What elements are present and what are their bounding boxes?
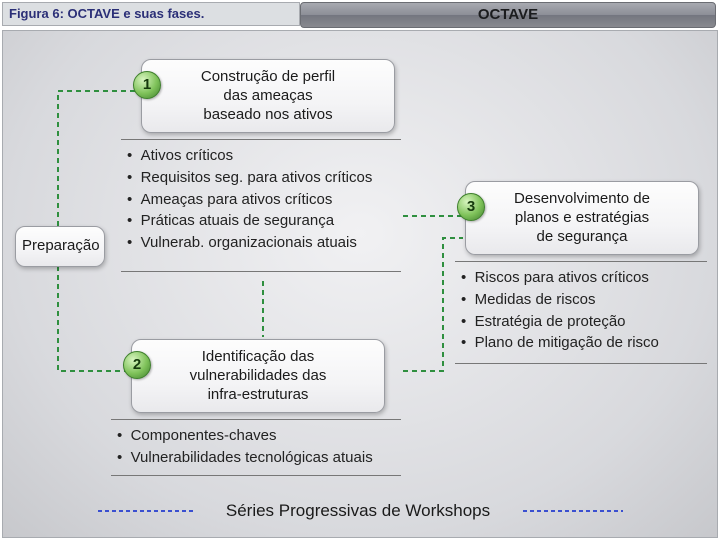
phase3-badge: 3	[457, 193, 485, 221]
bullet-item: Vulnerabilidades tecnológicas atuais	[117, 447, 415, 469]
bullet-item: Estratégia de proteção	[461, 311, 711, 333]
phase1-bullets: Ativos críticos Requisitos seg. para ati…	[125, 145, 417, 254]
phase1-divider	[121, 139, 401, 140]
phase3-line3: de segurança	[476, 228, 688, 247]
phase1-box: Construção de perfil das ameaças baseado…	[141, 59, 395, 133]
phase1-line1: Construção de perfil	[152, 68, 384, 87]
phase3-bullets: Riscos para ativos críticos Medidas de r…	[459, 267, 711, 354]
prep-box: Preparação	[15, 226, 105, 267]
figure-caption: Figura 6: OCTAVE e suas fases.	[2, 2, 300, 26]
bullet-item: Medidas de riscos	[461, 289, 711, 311]
phase3-line2: planos e estratégias	[476, 209, 688, 228]
diagram-canvas: Preparação Construção de perfil das amea…	[2, 30, 718, 538]
bullet-item: Ativos críticos	[127, 145, 417, 167]
phase2-bullets: Componentes-chaves Vulnerabilidades tecn…	[115, 425, 415, 469]
phase2-line1: Identificação das	[142, 348, 374, 367]
phase3-divider	[455, 261, 707, 262]
prep-label: Preparação	[22, 237, 100, 254]
phase2-line2: vulnerabilidades das	[142, 367, 374, 386]
phase1-line2: das ameaças	[152, 87, 384, 106]
phase1-divider-bottom	[121, 271, 401, 272]
phase2-line3: infra-estruturas	[142, 386, 374, 405]
bullet-item: Ameaças para ativos críticos	[127, 189, 417, 211]
bullet-item: Plano de mitigação de risco	[461, 332, 711, 354]
bullet-item: Práticas atuais de segurança	[127, 210, 417, 232]
phase2-box: Identificação das vulnerabilidades das i…	[131, 339, 385, 413]
phase3-box: Desenvolvimento de planos e estratégias …	[465, 181, 699, 255]
phase3-divider-bottom	[455, 363, 707, 364]
bullet-item: Riscos para ativos críticos	[461, 267, 711, 289]
footer-label: Séries Progressivas de Workshops	[203, 501, 513, 521]
phase2-divider	[111, 419, 401, 420]
bullet-item: Componentes-chaves	[117, 425, 415, 447]
phase3-line1: Desenvolvimento de	[476, 190, 688, 209]
diagram-title: OCTAVE	[300, 2, 716, 28]
phase2-divider-bottom	[111, 475, 401, 476]
phase1-line3: baseado nos ativos	[152, 106, 384, 125]
phase2-badge: 2	[123, 351, 151, 379]
bullet-item: Vulnerab. organizacionais atuais	[127, 232, 417, 254]
phase1-badge: 1	[133, 71, 161, 99]
bullet-item: Requisitos seg. para ativos críticos	[127, 167, 417, 189]
